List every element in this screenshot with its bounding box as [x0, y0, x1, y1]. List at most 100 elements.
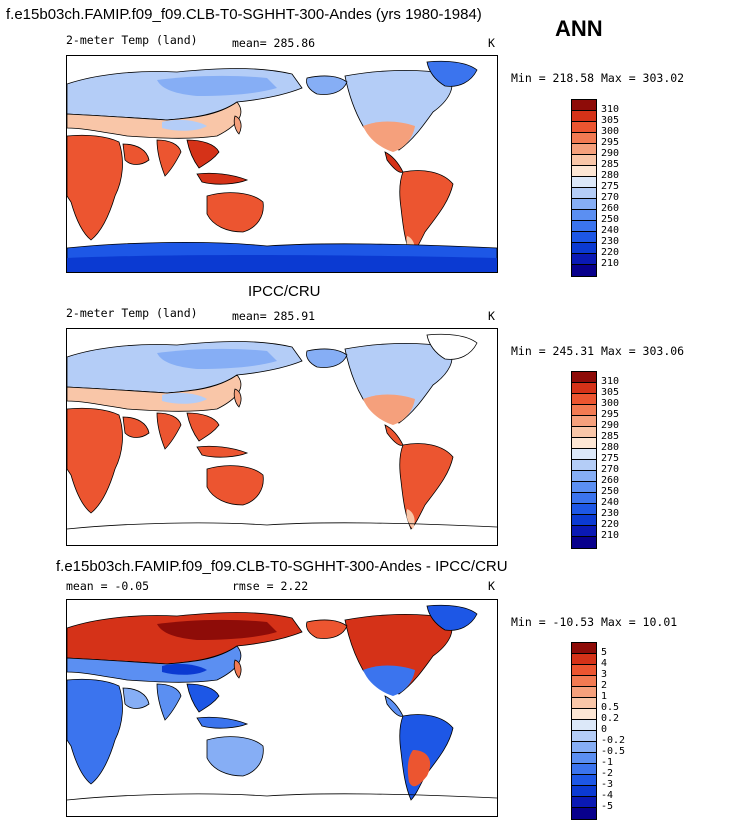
- panel3-mean-label: mean = -0.05: [66, 579, 150, 593]
- colorbar-tick-label: 310: [601, 376, 620, 387]
- case-title: f.e15b03ch.FAMIP.f09_f09.CLB-T0-SGHHT-30…: [6, 6, 482, 23]
- colorbar-box: [572, 493, 596, 504]
- panel1-units-label: K: [488, 36, 495, 50]
- p2-japan: [233, 388, 242, 408]
- colorbar-tick-label: -3: [601, 779, 614, 790]
- p2-seasia: [186, 412, 220, 442]
- p2-siberia: [157, 348, 277, 369]
- p3-japan: [233, 659, 242, 679]
- colorbar-tick-label: 240: [601, 225, 620, 236]
- colorbar-box: [572, 155, 596, 166]
- colorbar-box: [572, 471, 596, 482]
- panel2-title: IPCC/CRU: [248, 283, 321, 300]
- colorbar-tick-label: 4: [601, 658, 608, 669]
- colorbar-box: [572, 775, 596, 786]
- colorbar-tick-label: -0.5: [601, 746, 626, 757]
- colorbar-box: [572, 731, 596, 742]
- p1-central-america: [384, 151, 404, 173]
- colorbar-box: [572, 687, 596, 698]
- panel3-colorbar: [571, 642, 597, 820]
- p1-tibet: [162, 119, 207, 131]
- panel3-map-svg: [67, 604, 497, 801]
- p1-arabia: [122, 143, 150, 165]
- p1-antarctica-interior: [67, 255, 497, 272]
- colorbar-box: [572, 643, 596, 654]
- colorbar-tick-label: 310: [601, 104, 620, 115]
- colorbar-box: [572, 427, 596, 438]
- colorbar-tick-label: 275: [601, 453, 620, 464]
- p3-indonesia: [196, 716, 249, 729]
- colorbar-tick-label: 280: [601, 442, 620, 453]
- colorbar-tick-label: 270: [601, 192, 620, 203]
- colorbar-box: [572, 199, 596, 210]
- colorbar-tick-label: 275: [601, 181, 620, 192]
- colorbar-box: [572, 210, 596, 221]
- colorbar-tick-label: 300: [601, 398, 620, 409]
- p1-australia: [206, 192, 264, 233]
- p1-seasia: [186, 139, 220, 169]
- colorbar-box: [572, 188, 596, 199]
- panel2-variable-label: 2-meter Temp (land): [66, 306, 198, 320]
- p2-alaska: [306, 348, 348, 368]
- colorbar-box: [572, 698, 596, 709]
- colorbar-tick-label: 2: [601, 680, 608, 691]
- p3-tibet: [162, 663, 207, 675]
- panel2-colorbar: [571, 371, 597, 549]
- p3-antarctica-outline: [67, 793, 497, 801]
- colorbar-tick-label: 5: [601, 647, 608, 658]
- panel1-map: [66, 55, 498, 273]
- p3-arabia: [122, 687, 150, 709]
- panel2-mean-label: mean= 285.91: [232, 309, 316, 323]
- p1-usa: [363, 121, 415, 152]
- colorbar-box: [572, 177, 596, 188]
- p2-greenland: [426, 333, 478, 360]
- colorbar-tick-label: -4: [601, 790, 614, 801]
- panel1-colorbar: [571, 99, 597, 277]
- colorbar-box: [572, 504, 596, 515]
- colorbar-box: [572, 654, 596, 665]
- colorbar-box: [572, 460, 596, 471]
- p1-indonesia: [196, 172, 249, 185]
- p2-antarctica-outline: [67, 522, 497, 530]
- p3-greenland: [426, 604, 478, 631]
- p1-greenland: [426, 60, 478, 87]
- colorbar-tick-label: 270: [601, 464, 620, 475]
- colorbar-box: [572, 166, 596, 177]
- colorbar-tick-label: -2: [601, 768, 614, 779]
- colorbar-tick-label: 220: [601, 247, 620, 258]
- p1-japan: [233, 115, 242, 135]
- colorbar-tick-label: 0: [601, 724, 608, 735]
- colorbar-tick-label: -5: [601, 801, 614, 812]
- colorbar-tick-label: 295: [601, 409, 620, 420]
- colorbar-box: [572, 764, 596, 775]
- p3-central-america: [384, 695, 404, 717]
- colorbar-box: [572, 254, 596, 265]
- colorbar-box: [572, 232, 596, 243]
- p3-usa: [363, 665, 415, 696]
- panel1-map-svg: [67, 60, 497, 272]
- colorbar-tick-label: 0.2: [601, 713, 620, 724]
- colorbar-box: [572, 808, 596, 819]
- colorbar-box: [572, 394, 596, 405]
- colorbar-box: [572, 383, 596, 394]
- colorbar-tick-label: 290: [601, 420, 620, 431]
- p1-alaska: [306, 75, 348, 95]
- p3-south-america-south: [407, 750, 431, 787]
- colorbar-box: [572, 786, 596, 797]
- colorbar-box: [572, 438, 596, 449]
- colorbar-box: [572, 133, 596, 144]
- colorbar-tick-label: 1: [601, 691, 608, 702]
- colorbar-tick-label: 290: [601, 148, 620, 159]
- panel2-units-label: K: [488, 309, 495, 323]
- colorbar-tick-label: -1: [601, 757, 614, 768]
- colorbar-box: [572, 676, 596, 687]
- panel3-units-label: K: [488, 579, 495, 593]
- colorbar-tick-label: 250: [601, 486, 620, 497]
- colorbar-box: [572, 243, 596, 254]
- colorbar-box: [572, 797, 596, 808]
- colorbar-box: [572, 742, 596, 753]
- panel3-rmse-label: rmse = 2.22: [232, 579, 309, 593]
- colorbar-tick-label: 220: [601, 519, 620, 530]
- p2-africa: [67, 407, 123, 514]
- season-label: ANN: [555, 16, 603, 41]
